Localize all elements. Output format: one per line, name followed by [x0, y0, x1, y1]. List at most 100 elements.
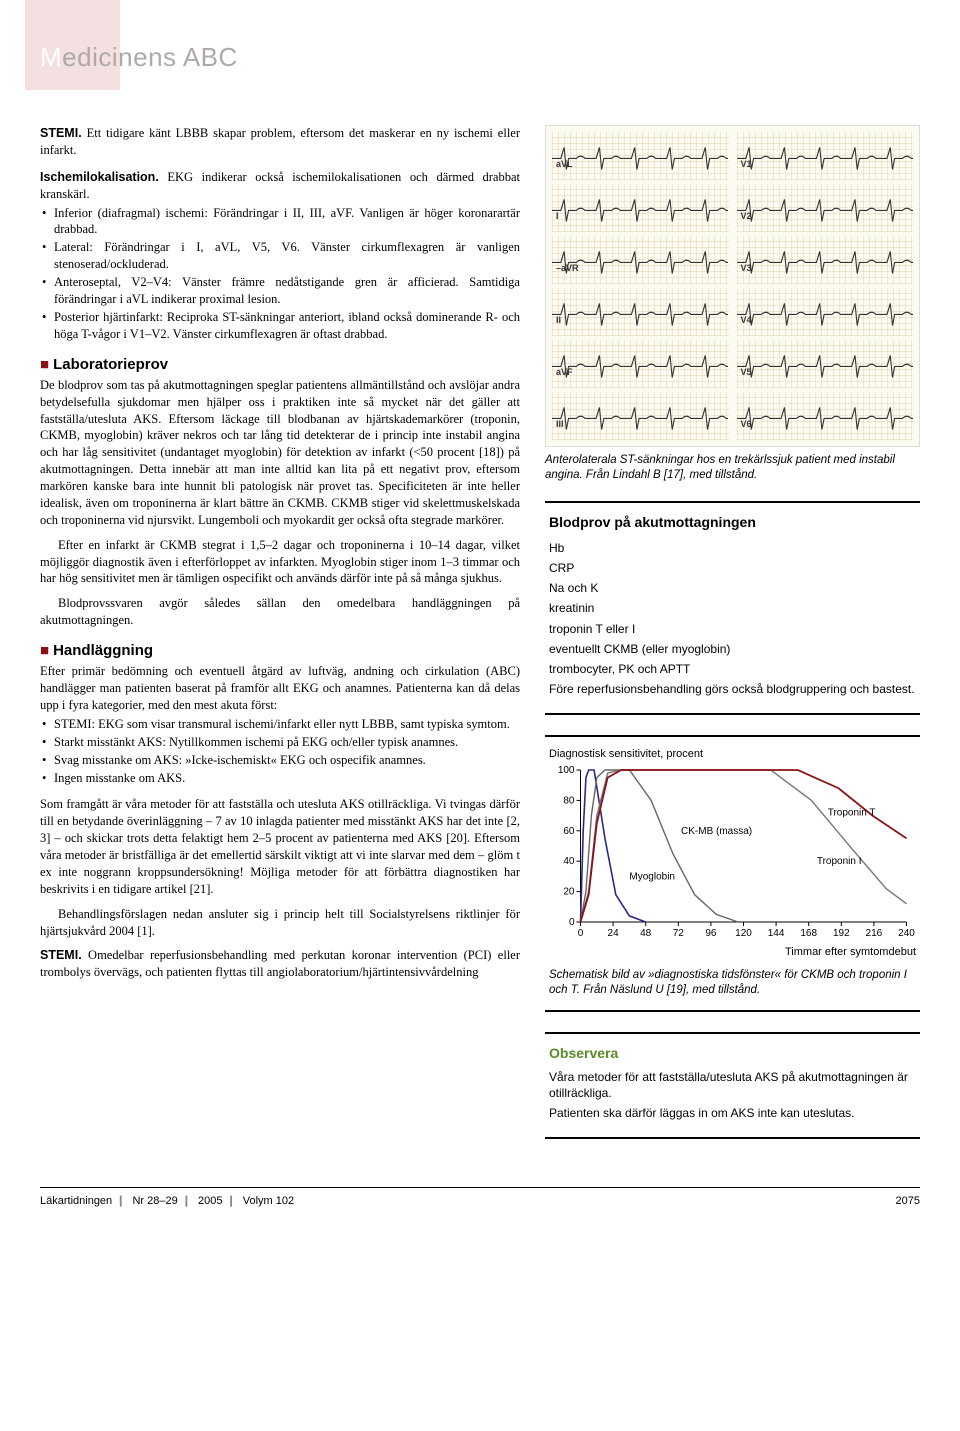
chart-svg: 0 20 40 60 80 100 0 24 48 72 96 120 144 168 192 216 240 M…: [549, 764, 916, 944]
handl-bullets: STEMI: EKG som visar transmural ischemi/…: [40, 716, 520, 787]
svg-text:72: 72: [673, 928, 685, 939]
panel-line: Na och K: [549, 580, 916, 596]
lab-p3: Blodprovssvaren avgör således sällan den…: [40, 595, 520, 629]
ischemi-bullets: Inferior (diafragmal) ischemi: Förändrin…: [40, 205, 520, 343]
chart-title: Diagnostisk sensitivitet, procent: [549, 747, 916, 762]
blodprov-list: Hb CRP Na och K kreatinin troponin T ell…: [549, 540, 916, 698]
chart-xlabel: Timmar efter symtomdebut: [549, 945, 916, 960]
svg-text:240: 240: [898, 928, 915, 939]
right-column: aVLV1IV2–aVRV3IIV4aVFV5IIIV6 Anterolater…: [545, 125, 920, 1159]
observera-line: Våra metoder för att fastställa/utesluta…: [549, 1069, 916, 1101]
ecg-figure: aVLV1IV2–aVRV3IIV4aVFV5IIIV6: [545, 125, 920, 447]
header-title-rest: edicinens ABC: [62, 42, 238, 72]
section-square-icon: ■: [40, 642, 49, 659]
lab-heading: ■Laboratorieprov: [40, 355, 520, 375]
svg-text:0: 0: [569, 917, 575, 928]
handl-p1: Efter primär bedömning och eventuell åtg…: [40, 663, 520, 714]
svg-text:20: 20: [563, 887, 575, 898]
ecg-lead-cell: aVL: [552, 132, 729, 180]
list-item: STEMI: EKG som visar transmural ischemi/…: [40, 716, 520, 733]
list-item: Inferior (diafragmal) ischemi: Förändrin…: [40, 205, 520, 239]
header-title: Medicinens ABC: [40, 30, 920, 75]
svg-text:Troponin I: Troponin I: [817, 856, 862, 867]
svg-text:120: 120: [735, 928, 752, 939]
ecg-lead-cell: II: [552, 288, 729, 336]
page-footer: Läkartidningen❙ Nr 28–29❙ 2005❙ Volym 10…: [40, 1187, 920, 1209]
stemi-runin: STEMI.: [40, 948, 82, 962]
handl-title: Handläggning: [53, 642, 153, 659]
ecg-lead-cell: V3: [737, 236, 914, 284]
list-item: Posterior hjärtinfarkt: Reciproka ST-sän…: [40, 309, 520, 343]
ecg-lead-cell: –aVR: [552, 236, 729, 284]
footer-part: 2005: [198, 1195, 222, 1207]
chart-caption: Schematisk bild av »diagnostiska tidsfön…: [549, 968, 916, 998]
ecg-lead-cell: V2: [737, 184, 914, 232]
svg-text:40: 40: [563, 856, 575, 867]
sensitivity-chart: Diagnostisk sensitivitet, procent 0 20 40 6…: [549, 747, 916, 960]
svg-text:96: 96: [705, 928, 717, 939]
handl-stemi: STEMI. Omedelbar reperfusionsbehandling …: [40, 947, 520, 981]
svg-text:Troponin T: Troponin T: [828, 808, 876, 819]
svg-text:80: 80: [563, 796, 575, 807]
page-header: Medicinens ABC: [40, 30, 920, 75]
panel-line: kreatinin: [549, 600, 916, 616]
list-item: Ingen misstanke om AKS.: [40, 770, 520, 787]
ecg-lead-cell: V5: [737, 340, 914, 388]
list-item: Svag misstanke om AKS: »Icke-ischemiskt«…: [40, 752, 520, 769]
footer-part: Nr 28–29: [132, 1195, 177, 1207]
ecg-caption: Anterolaterala ST-sänkningar hos en trek…: [545, 453, 920, 483]
lab-p2: Efter en infarkt är CKMB stegrat i 1,5–2…: [40, 537, 520, 588]
panel-line: CRP: [549, 560, 916, 576]
ecg-lead-cell: V6: [737, 392, 914, 440]
ischemi-lead: Ischemilokalisation. EKG indikerar också…: [40, 169, 520, 203]
ecg-lead-cell: aVF: [552, 340, 729, 388]
svg-text:100: 100: [558, 765, 575, 776]
ecg-lead-cell: V1: [737, 132, 914, 180]
panel-line: Hb: [549, 540, 916, 556]
stemi-text: Omedelbar reperfusionsbehandling med per…: [40, 948, 520, 979]
svg-text:CK-MB (massa): CK-MB (massa): [681, 826, 752, 837]
svg-text:216: 216: [866, 928, 883, 939]
section-square-icon: ■: [40, 356, 49, 373]
left-column: STEMI. Ett tidigare känt LBBB skapar pro…: [40, 125, 520, 1159]
observera-title: Observera: [549, 1044, 916, 1063]
svg-text:144: 144: [768, 928, 785, 939]
handl-p2: Som framgått är våra metoder för att fas…: [40, 796, 520, 897]
handl-heading: ■Handläggning: [40, 641, 520, 661]
svg-text:48: 48: [640, 928, 652, 939]
content-columns: STEMI. Ett tidigare känt LBBB skapar pro…: [40, 125, 920, 1159]
list-item: Starkt misstänkt AKS: Nytillkommen ische…: [40, 734, 520, 751]
panel-line: Före reperfusionsbehandling görs också b…: [549, 681, 916, 697]
blodprov-panel: Blodprov på akutmottagningen Hb CRP Na o…: [545, 501, 920, 715]
svg-text:Myoglobin: Myoglobin: [629, 872, 675, 883]
footer-pagenum: 2075: [896, 1194, 920, 1209]
observera-line: Patienten ska därför läggas in om AKS in…: [549, 1105, 916, 1121]
intro-text: Ett tidigare känt LBBB skapar problem, e…: [40, 126, 520, 157]
footer-left: Läkartidningen❙ Nr 28–29❙ 2005❙ Volym 10…: [40, 1194, 294, 1209]
ecg-lead-cell: V4: [737, 288, 914, 336]
list-item: Lateral: Förändringar i I, aVL, V5, V6. …: [40, 239, 520, 273]
panel-line: trombocyter, PK och APTT: [549, 661, 916, 677]
handl-p3: Behandlingsförslagen nedan ansluter sig …: [40, 906, 520, 940]
panel-line: eventuellt CKMB (eller myoglobin): [549, 641, 916, 657]
footer-part: Volym 102: [243, 1195, 294, 1207]
observera-panel: Observera Våra metoder för att fastställ…: [545, 1032, 920, 1139]
intro-runin: STEMI.: [40, 126, 82, 140]
footer-part: Läkartidningen: [40, 1195, 112, 1207]
list-item: Anteroseptal, V2–V4: Vänster främre nedå…: [40, 274, 520, 308]
svg-text:24: 24: [608, 928, 620, 939]
lab-title: Laboratorieprov: [53, 356, 168, 373]
chart-panel: Diagnostisk sensitivitet, procent 0 20 40 6…: [545, 735, 920, 1011]
header-title-firstletter: M: [40, 42, 62, 72]
svg-text:168: 168: [800, 928, 817, 939]
svg-text:192: 192: [833, 928, 850, 939]
lab-p1: De blodprov som tas på akutmottagningen …: [40, 377, 520, 529]
svg-text:60: 60: [563, 826, 575, 837]
ischemi-runin: Ischemilokalisation.: [40, 170, 159, 184]
ecg-lead-cell: III: [552, 392, 729, 440]
intro-para: STEMI. Ett tidigare känt LBBB skapar pro…: [40, 125, 520, 159]
svg-text:0: 0: [578, 928, 584, 939]
ecg-lead-cell: I: [552, 184, 729, 232]
panel-line: troponin T eller I: [549, 621, 916, 637]
blodprov-title: Blodprov på akutmottagningen: [549, 513, 916, 532]
